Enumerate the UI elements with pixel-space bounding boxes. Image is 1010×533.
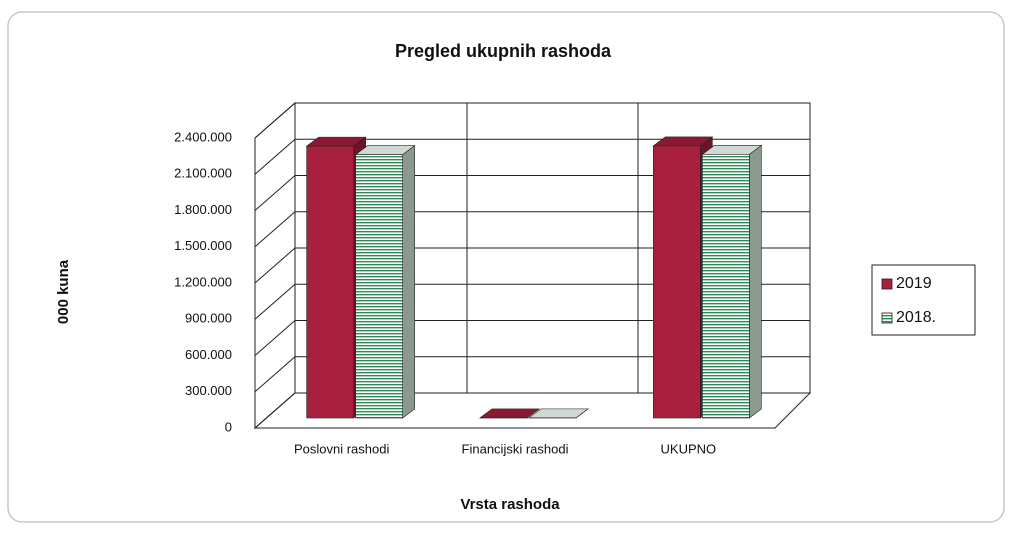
y-tick-label: 1.200.000 bbox=[174, 274, 232, 289]
bar-front bbox=[356, 155, 403, 418]
bar-side bbox=[749, 145, 761, 418]
y-tick-label: 300.000 bbox=[185, 383, 232, 398]
bar-front bbox=[307, 146, 354, 418]
bar bbox=[356, 146, 415, 418]
bar bbox=[702, 145, 761, 418]
x-axis-title: Vrsta rashoda bbox=[460, 496, 560, 513]
y-tick-label: 2.100.000 bbox=[174, 166, 232, 181]
y-tick-label: 600.000 bbox=[185, 347, 232, 362]
chart-title: Pregled ukupnih rashoda bbox=[395, 41, 612, 61]
y-axis-title: 000 kuna bbox=[55, 259, 72, 324]
legend-swatch bbox=[882, 313, 892, 323]
y-tick-label: 900.000 bbox=[185, 311, 232, 326]
x-tick-label: Poslovni rashodi bbox=[294, 441, 389, 456]
legend-swatch bbox=[882, 279, 892, 289]
bar-front bbox=[702, 154, 749, 418]
x-tick-label: Financijski rashodi bbox=[462, 441, 569, 456]
x-tick-label: UKUPNO bbox=[661, 441, 717, 456]
y-tick-label: 1.800.000 bbox=[174, 202, 232, 217]
bar-side bbox=[403, 146, 415, 418]
y-tick-label: 2.400.000 bbox=[174, 129, 232, 144]
legend-label: 2019 bbox=[896, 275, 932, 292]
legend-label: 2018. bbox=[896, 309, 936, 326]
y-tick-label: 1.500.000 bbox=[174, 238, 232, 253]
y-tick-label: 0 bbox=[225, 419, 232, 434]
bar-front bbox=[653, 146, 700, 418]
